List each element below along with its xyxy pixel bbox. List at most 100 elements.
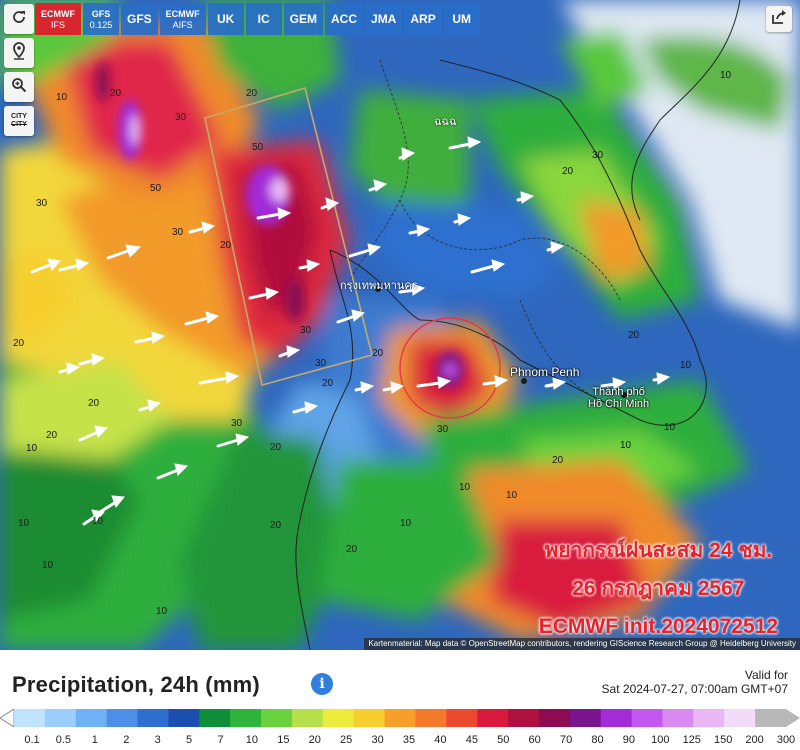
colorbar-max-arrow xyxy=(786,709,800,727)
contour-label: 20 xyxy=(13,338,25,349)
contour-label: 30 xyxy=(592,150,604,161)
contour-label: 20 xyxy=(372,348,384,359)
colorbar-segment xyxy=(322,709,355,727)
model-tab-acc[interactable]: ACC xyxy=(325,3,364,35)
colorbar-tick-label: 100 xyxy=(651,734,670,746)
colorbar-tick-label: 200 xyxy=(745,734,764,746)
valid-label: Valid for xyxy=(744,668,788,682)
colorbar-tick-label: 40 xyxy=(434,734,447,746)
share-button[interactable] xyxy=(766,6,792,32)
precipitation-map[interactable]: 10 20 30 50 20 30 50 20 10 20 30 20 30 2… xyxy=(0,0,800,650)
colorbar-tick-label: 15 xyxy=(277,734,290,746)
model-tab-label: IC xyxy=(257,11,270,26)
model-tab-sublabel: 0.125 xyxy=(89,19,113,30)
colorbar-tick-label: 80 xyxy=(591,734,604,746)
contour-label: 20 xyxy=(346,544,358,555)
refresh-icon xyxy=(11,9,27,30)
colorbar-tick-label: 5 xyxy=(186,734,193,746)
colorbar-tick-label: 50 xyxy=(497,734,510,746)
contour-label: 20 xyxy=(562,166,574,177)
model-tab-label: ECMWF xyxy=(41,8,75,19)
colorbar-tick-label: 10 xyxy=(245,734,259,746)
contour-label: 20 xyxy=(110,88,122,99)
model-tab-uk[interactable]: UK xyxy=(207,3,244,35)
colorbar-tick-label: 0.5 xyxy=(55,734,72,746)
contour-label: 10 xyxy=(156,606,168,617)
model-tab-label: UM xyxy=(452,11,472,26)
colorbar-tick-label: 25 xyxy=(340,734,353,746)
legend-title: Precipitation, 24h (mm) xyxy=(12,672,260,697)
colorbar-tick-label: 1 xyxy=(91,734,98,746)
colorbar-segment xyxy=(600,709,633,727)
model-tab-gem[interactable]: GEM xyxy=(283,3,324,35)
model-tab-gfs[interactable]: GFS xyxy=(121,3,158,35)
city-toggle-line1: CITY xyxy=(11,113,27,120)
contour-label: 20 xyxy=(270,442,282,453)
contour-label: 30 xyxy=(175,112,187,123)
model-tab-ecmwf-aifs[interactable]: ECMWF AIFS xyxy=(159,3,206,35)
zoom-button[interactable] xyxy=(4,72,34,102)
model-tab-label: JMA xyxy=(371,11,397,26)
colorbar-segment xyxy=(662,709,694,727)
colorbar-segment xyxy=(199,709,231,727)
share-icon xyxy=(771,9,787,30)
info-icon[interactable]: i xyxy=(311,673,333,695)
colorbar-segment xyxy=(75,709,108,727)
contour-label: 20 xyxy=(270,520,282,531)
location-button[interactable] xyxy=(4,38,34,68)
contour-label: 30 xyxy=(315,358,327,369)
map-attribution[interactable]: Kartenmaterial: Map data © OpenStreetMap… xyxy=(364,638,800,650)
model-selector: ECMWF IFS GFS 0.125 GFS ECMWF AIFS UK IC GEM ACC JM… xyxy=(35,3,480,35)
model-tab-arp[interactable]: ARP xyxy=(404,3,442,35)
contour-label: 10 xyxy=(42,560,54,571)
valid-time: Sat 2024-07-27, 07:00am GMT+07 xyxy=(601,682,788,696)
colorbar-tick-label: 60 xyxy=(528,734,541,746)
model-tab-sublabel: AIFS xyxy=(172,19,193,30)
map-tool-column: CITY CITY xyxy=(4,4,34,136)
model-tab-ecmwf-ifs[interactable]: ECMWF IFS xyxy=(35,3,81,35)
place-label-hcm-line1: Thành phố xyxy=(592,386,645,398)
colorbar-tick-label: 150 xyxy=(713,734,733,746)
colorbar-ticks: 0.1 0.5 1 2 3 5 7 10 15 20 25 30 35 40 45 50 60 70 80 90 100… xyxy=(0,734,800,748)
precipitation-colorbar xyxy=(0,709,800,727)
model-tab-ic[interactable]: IC xyxy=(245,3,282,35)
location-pin-icon xyxy=(11,41,27,65)
contour-label: 10 xyxy=(620,440,632,451)
colorbar-segment xyxy=(291,709,324,727)
contour-label: 30 xyxy=(36,198,48,209)
colorbar-min-arrow xyxy=(0,709,15,727)
place-label-hcm-line2: Hồ Chí Minh xyxy=(588,398,650,410)
colorbar-segment xyxy=(693,709,725,727)
colorbar-tick-label: 20 xyxy=(308,734,321,746)
model-tab-um[interactable]: UM xyxy=(443,3,480,35)
contour-label: 10 xyxy=(506,490,518,501)
model-tab-jma[interactable]: JMA xyxy=(365,3,403,35)
model-tab-gfs-0-125[interactable]: GFS 0.125 xyxy=(83,3,119,35)
model-tab-label: ECMWF xyxy=(165,8,200,19)
colorbar-segment xyxy=(353,709,386,727)
colorbar-segment xyxy=(477,709,509,727)
contour-label: 10 xyxy=(92,516,104,527)
legend-panel xyxy=(0,650,800,750)
contour-label: 50 xyxy=(252,142,264,153)
colorbar-tick-label: 30 xyxy=(371,734,384,746)
place-label-bangkok: กรุงเทพมหานคร xyxy=(340,280,418,292)
overlay-model-init: ECMWF init.2024072512 xyxy=(538,615,778,638)
city-labels-toggle[interactable]: CITY CITY xyxy=(4,106,34,136)
overlay-title: พยากรณ์ฝนสะสม 24 ชม. xyxy=(544,539,773,562)
colorbar-segment xyxy=(230,709,262,727)
colorbar-tick-label: 90 xyxy=(622,734,636,746)
refresh-button[interactable] xyxy=(4,4,34,34)
wind-arrow xyxy=(30,258,61,274)
contour-label: 30 xyxy=(231,418,243,429)
contour-label: 10 xyxy=(18,518,30,529)
colorbar-segment xyxy=(631,709,663,727)
contour-label: 30 xyxy=(300,325,312,336)
colorbar-tick-label: 35 xyxy=(402,734,416,746)
contour-label: 20 xyxy=(46,430,58,441)
model-tab-label: ARP xyxy=(410,11,436,26)
colorbar-segment xyxy=(384,709,416,727)
colorbar-segment xyxy=(755,709,787,727)
contour-label: 20 xyxy=(88,398,100,409)
